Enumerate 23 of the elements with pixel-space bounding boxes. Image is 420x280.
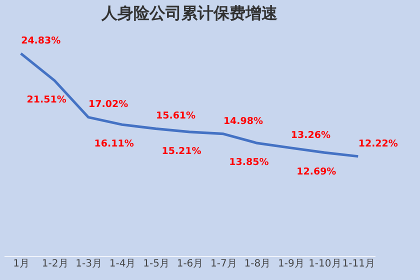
x-tick-label: 1-10月	[308, 258, 342, 270]
data-label: 15.61%	[156, 110, 196, 122]
x-tick-label: 1-6月	[176, 258, 204, 270]
x-tick-label: 1-4月	[109, 258, 136, 270]
data-label: 13.26%	[290, 130, 331, 141]
data-label: 12.69%	[296, 166, 337, 178]
data-label: 17.02%	[88, 99, 129, 110]
x-tick-label: 1-5月	[143, 258, 170, 270]
x-tick-label: 1-9月	[278, 258, 304, 270]
data-label: 12.22%	[358, 138, 398, 150]
data-label: 15.21%	[162, 146, 202, 157]
x-tick-label: 1-8月	[244, 258, 271, 270]
data-label: 14.98%	[223, 116, 264, 127]
chart-title: 人身险公司累计保费增速	[100, 4, 278, 23]
x-tick-label: 1-3月	[76, 258, 102, 270]
data-label: 24.83%	[21, 36, 62, 47]
x-tick-label: 1-2月	[42, 258, 68, 270]
data-label: 21.51%	[26, 94, 67, 106]
x-tick-label: 1-7月	[210, 258, 237, 270]
x-tick-label: 1-11月	[342, 258, 375, 270]
data-label: 16.11%	[94, 138, 134, 150]
data-label: 13.85%	[229, 157, 270, 168]
x-tick-label: 1月	[13, 258, 30, 270]
